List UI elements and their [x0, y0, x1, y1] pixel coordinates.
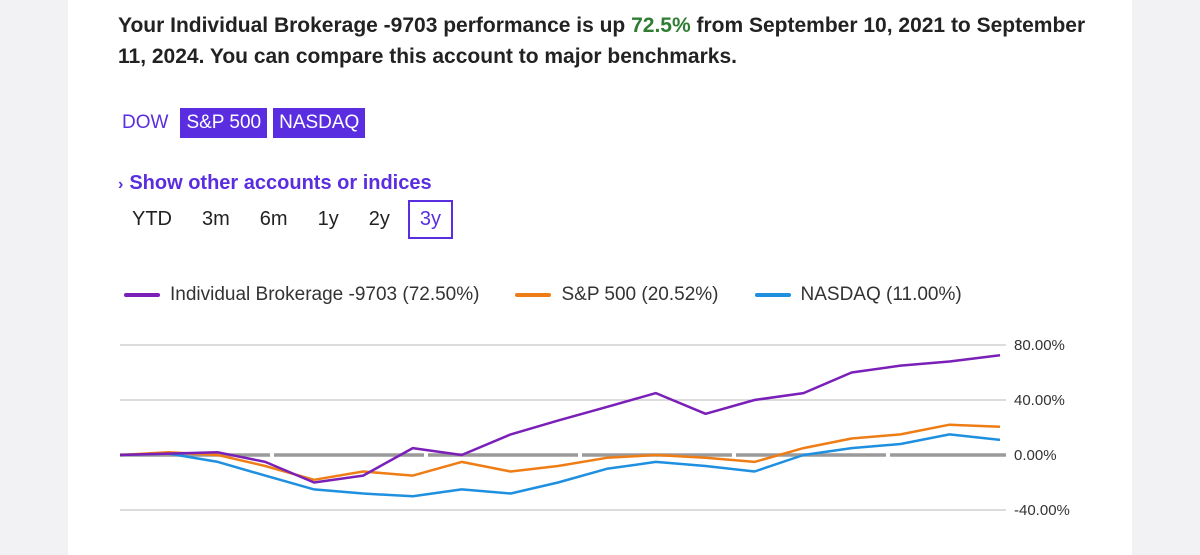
y-tick-label: 0.00%: [1014, 447, 1057, 464]
chevron-right-icon: ›: [118, 176, 124, 193]
show-other-accounts-link[interactable]: › Show other accounts or indices: [118, 172, 432, 195]
range-3m-button[interactable]: 3m: [190, 200, 242, 239]
legend-label-brokerage: Individual Brokerage -9703 (72.50%): [170, 284, 480, 305]
performance-percent: 72.5%: [631, 14, 691, 37]
performance-summary: Your Individual Brokerage -9703 performa…: [118, 10, 1098, 72]
legend-label-nasdaq: NASDAQ (11.00%): [800, 284, 962, 305]
range-3y-button[interactable]: 3y: [407, 200, 453, 239]
y-tick-label: -40.00%: [1014, 502, 1070, 519]
chart-grid: [120, 344, 1006, 511]
summary-suffix: from September 10, 2021 to September 11,…: [118, 14, 1086, 68]
legend-item-brokerage: Individual Brokerage -9703 (72.50%): [124, 284, 479, 306]
benchmark-dow-button[interactable]: DOW: [116, 108, 174, 138]
series-line-1: [119, 423, 1001, 482]
y-axis-ticks: 80.00% 40.00% 0.00% -40.00%: [1014, 337, 1070, 519]
legend-swatch-brokerage: [124, 293, 160, 297]
benchmark-toggles: DOW S&P 500 NASDAQ: [116, 108, 366, 138]
range-ytd-button[interactable]: YTD: [120, 200, 184, 239]
range-1y-button[interactable]: 1y: [306, 200, 351, 239]
range-2y-button[interactable]: 2y: [357, 200, 402, 239]
chart-legend: Individual Brokerage -9703 (72.50%) S&P …: [124, 284, 998, 306]
performance-chart: 80.00% 40.00% 0.00% -40.00%: [119, 337, 1070, 519]
chart-lines: [119, 354, 1001, 498]
performance-card: Your Individual Brokerage -9703 performa…: [68, 0, 1132, 555]
range-6m-button[interactable]: 6m: [248, 200, 300, 239]
benchmark-nasdaq-button[interactable]: NASDAQ: [273, 108, 366, 138]
series-line-0: [119, 354, 1001, 484]
show-other-label: Show other accounts or indices: [129, 172, 432, 194]
y-tick-label: 80.00%: [1014, 337, 1065, 354]
time-range-tabs: YTD 3m 6m 1y 2y 3y: [120, 200, 459, 239]
benchmark-sp500-button[interactable]: S&P 500: [180, 108, 268, 138]
legend-label-sp500: S&P 500 (20.52%): [561, 284, 719, 305]
series-line-2: [119, 433, 1001, 498]
legend-item-nasdaq: NASDAQ (11.00%): [754, 284, 962, 306]
legend-swatch-sp500: [515, 293, 552, 297]
y-tick-label: 40.00%: [1014, 392, 1065, 409]
legend-item-sp500: S&P 500 (20.52%): [515, 284, 719, 306]
legend-swatch-nasdaq: [754, 293, 791, 297]
summary-prefix: Your Individual Brokerage -9703 performa…: [118, 14, 632, 37]
